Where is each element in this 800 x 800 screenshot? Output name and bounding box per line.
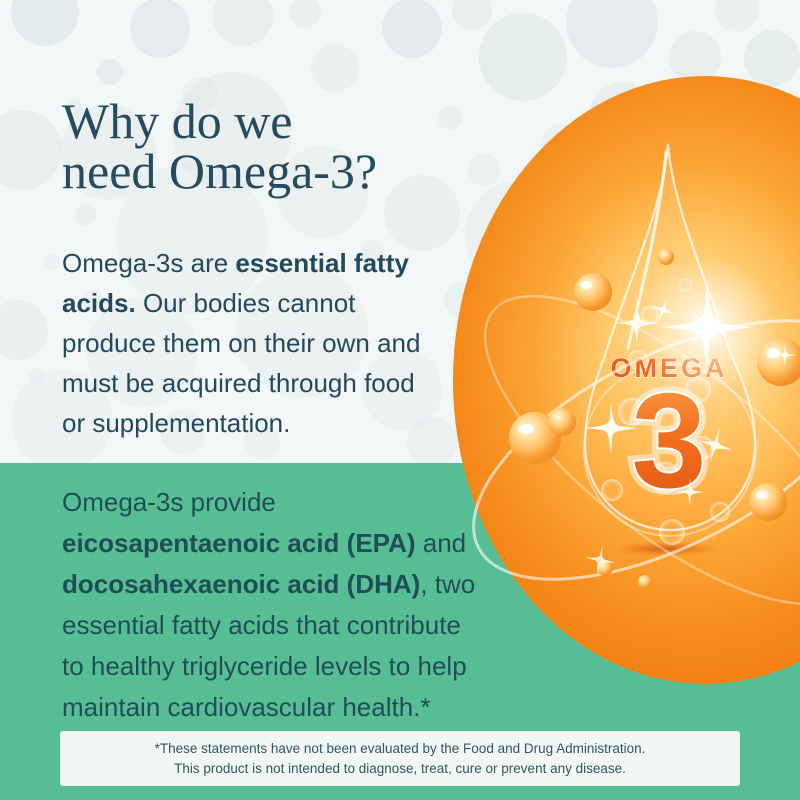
bubble-icon: [509, 249, 800, 589]
disclaimer-line-2: This product is not intended to diagnose…: [174, 761, 626, 776]
page-title: Why do we need Omega-3?: [62, 96, 377, 196]
benefits-paragraph: Omega-3s provide eicosapentaenoic acid (…: [62, 482, 532, 728]
intro-line: must be acquired through food: [62, 368, 415, 398]
benefits-line: to healthy triglyceride levels to help: [62, 651, 467, 681]
disclaimer-box: *These statements have not been evaluate…: [60, 731, 740, 786]
intro-line: acids. Our bodies cannot: [62, 288, 356, 318]
disclaimer-line-1: *These statements have not been evaluate…: [154, 741, 646, 756]
benefits-line: docosahexaenoic acid (DHA), two: [62, 569, 476, 599]
benefits-line: Omega-3s provide: [62, 487, 276, 517]
background-bubble-pattern: [0, 0, 800, 251]
omega3-droplet-illustration: 3 3 OMEGA: [453, 76, 800, 684]
benefits-line: eicosapentaenoic acid (EPA) and: [62, 528, 467, 558]
title-line-1: Why do we: [62, 93, 293, 149]
intro-line: Omega-3s are essential fatty: [62, 248, 409, 278]
intro-line: produce them on their own and: [62, 328, 421, 358]
benefits-line: maintain cardiovascular health.*: [62, 692, 431, 722]
benefits-line: essential fatty acids that contribute: [62, 610, 461, 640]
intro-paragraph: Omega-3s are essential fatty acids. Our …: [62, 243, 482, 443]
title-line-2: need Omega-3?: [62, 143, 378, 199]
intro-line: or supplementation.: [62, 408, 291, 438]
